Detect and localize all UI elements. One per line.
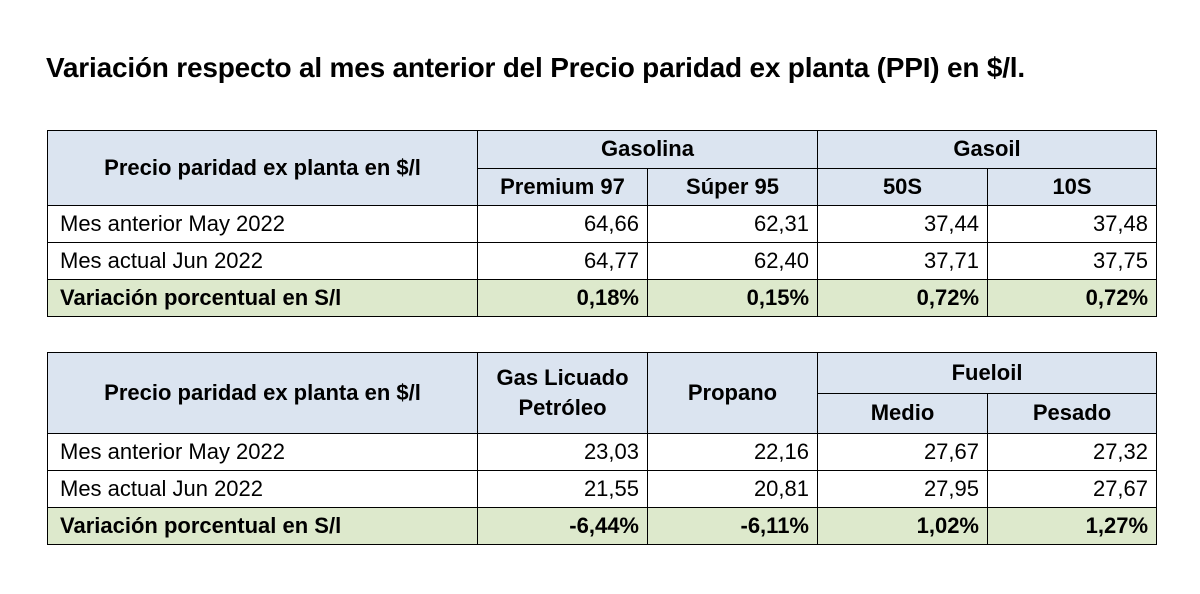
table-cell: 27,67 [986,470,1158,508]
table-cell: 37,71 [817,242,989,280]
variation-row: Variación porcentual en S/l -6,44% -6,11… [47,507,1158,545]
column-header-propano: Propano [647,352,818,434]
table-cell: 27,95 [817,470,988,508]
column-header: 10S [987,167,1158,206]
table-row: Mes anterior May 2022 64,66 62,31 37,44 … [47,205,1158,243]
column-header: Pesado [986,392,1158,434]
row-label: Mes actual Jun 2022 [47,242,478,280]
table-row: Mes actual Jun 2022 64,77 62,40 37,71 37… [47,242,1158,280]
table-cell: 37,44 [817,205,989,243]
table-cell: 22,16 [647,433,818,471]
group-header-fueloil: Fueloil [816,352,1158,394]
group-header-gasolina: Gasolina [476,130,819,169]
table-cell: 27,67 [817,433,988,471]
table-row: Mes anterior May 2022 23,03 22,16 27,67 … [47,433,1158,471]
table-subheader-row: Medio Pesado [48,392,1158,434]
column-header-line: Gas Licuado [496,365,629,390]
table-header-row: Precio paridad ex planta en $/l Gas Licu… [47,352,1158,434]
table-cell: 64,66 [477,205,648,243]
glp-propano-fueloil-table: Precio paridad ex planta en $/l Gas Licu… [47,352,1158,545]
table-cell: 1,27% [986,507,1158,545]
column-header: Premium 97 [477,167,648,206]
table-cell: 62,40 [646,242,819,280]
table-cell: 20,81 [647,470,818,508]
corner-header: Precio paridad ex planta en $/l [47,130,478,206]
row-label: Variación porcentual en S/l [47,507,478,545]
column-header: Súper 95 [646,167,819,206]
table-cell: 23,03 [477,433,648,471]
table-cell: 0,72% [817,279,989,317]
row-label: Mes anterior May 2022 [47,205,478,243]
column-header: 50S [817,167,989,206]
column-header-line: Petróleo [518,395,607,420]
table-cell: 0,18% [477,279,648,317]
row-label: Variación porcentual en S/l [47,279,478,317]
page-title: Variación respecto al mes anterior del P… [46,52,1025,83]
table-header-row: Precio paridad ex planta en $/l Gasolina… [47,130,1158,206]
table-row: Mes actual Jun 2022 21,55 20,81 27,95 27… [47,470,1158,508]
table-cell: 21,55 [477,470,648,508]
table-cell: 27,32 [986,433,1158,471]
row-label: Mes actual Jun 2022 [47,470,478,508]
table-subheader-row: Premium 97 Súper 95 50S 10S [48,167,1158,206]
table-cell: 37,48 [987,205,1158,243]
table-cell: -6,44% [477,507,648,545]
column-header: Medio [817,392,988,434]
table-cell: 64,77 [477,242,648,280]
group-header-gasoil: Gasoil [817,130,1158,169]
gasolina-gasoil-table: Precio paridad ex planta en $/l Gasolina… [47,130,1158,317]
table-cell: 37,75 [987,242,1158,280]
table-cell: 1,02% [817,507,988,545]
table-cell: 62,31 [646,205,819,243]
variation-row: Variación porcentual en S/l 0,18% 0,15% … [47,279,1158,317]
table-cell: -6,11% [647,507,818,545]
column-header-glp: Gas Licuado Petróleo [477,352,648,434]
corner-header: Precio paridad ex planta en $/l [47,352,478,434]
table-cell: 0,72% [987,279,1158,317]
table-cell: 0,15% [646,279,819,317]
row-label: Mes anterior May 2022 [47,433,478,471]
